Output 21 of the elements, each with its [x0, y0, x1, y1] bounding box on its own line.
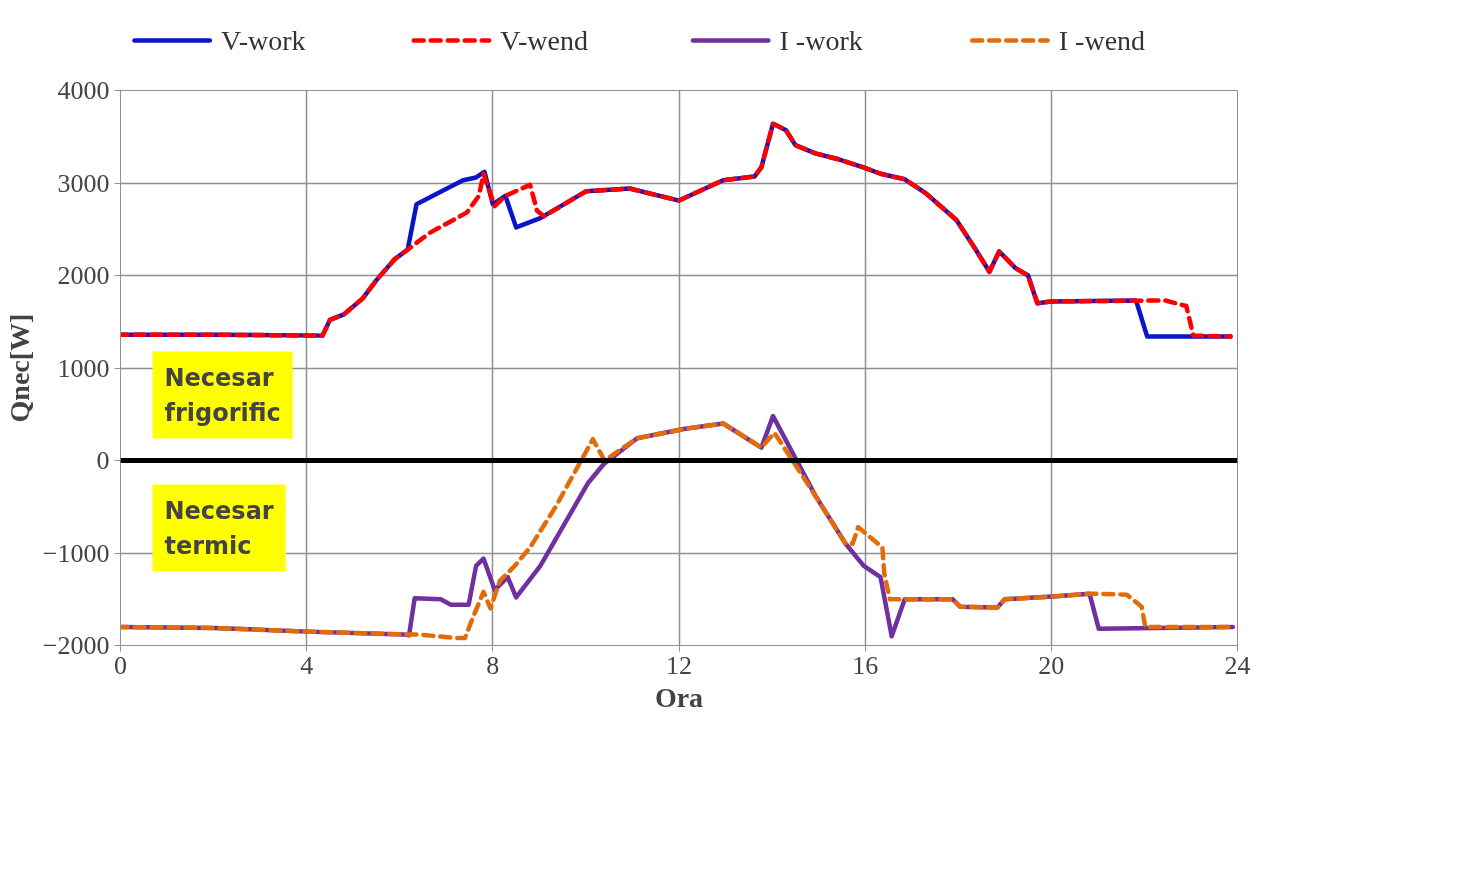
y-axis-title: Qnec[W] — [3, 313, 35, 423]
x-tick-label: 8 — [486, 650, 500, 680]
legend-label: I -wend — [1058, 25, 1146, 56]
x-tick-label: 16 — [852, 650, 879, 680]
x-tick-label: 20 — [1038, 650, 1065, 680]
x-axis-title: Ora — [654, 681, 704, 713]
legend-label: I -work — [779, 25, 863, 56]
y-tick-label: 2000 — [57, 261, 110, 290]
y-tick-label: −1000 — [42, 538, 110, 568]
annotation: Necesar frigorific — [164, 363, 281, 427]
x-tick-label: 24 — [1224, 650, 1251, 680]
y-tick-label: 1000 — [57, 353, 110, 383]
y-tick-label: 0 — [96, 446, 110, 475]
y-tick-label: 4000 — [57, 76, 110, 105]
legend-label: V-wend — [500, 25, 588, 56]
x-tick-label: 12 — [666, 650, 692, 680]
legend-label: V-work — [221, 25, 306, 56]
y-tick-label: −2000 — [42, 631, 110, 660]
y-tick-label: 3000 — [57, 168, 110, 198]
annotation: Necesar termic — [164, 496, 274, 560]
x-tick-label: 4 — [300, 650, 314, 680]
